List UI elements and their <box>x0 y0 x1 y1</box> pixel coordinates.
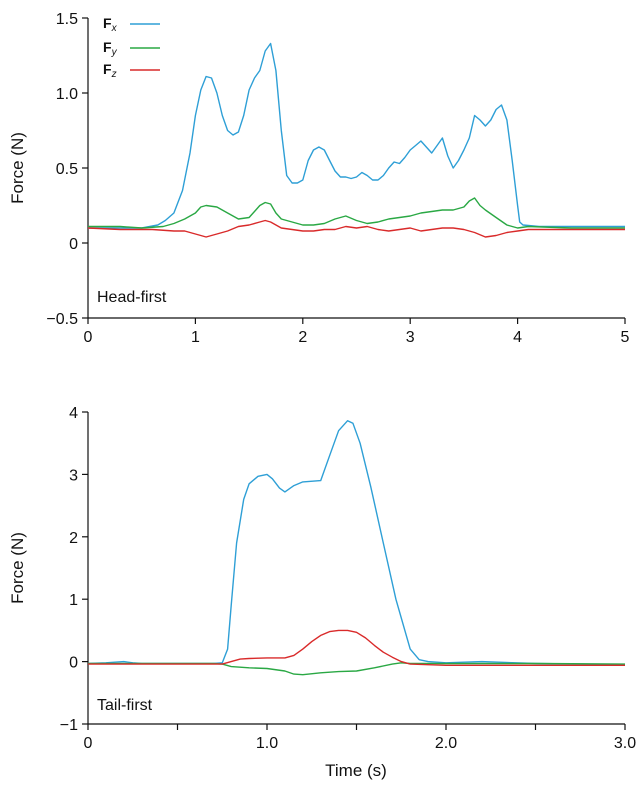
x-tick-label: 0 <box>84 735 93 752</box>
series-line-fz <box>87 219 625 238</box>
y-tick-label: 4 <box>69 405 78 422</box>
series-line-fz <box>88 629 625 666</box>
y-tick-label: 2 <box>69 530 78 547</box>
legend: Fx Fy Fz <box>103 15 160 80</box>
x-tick-label: 4 <box>513 329 522 346</box>
legend-label-fx: Fx <box>103 15 118 34</box>
y-axis-label: Force (N) <box>8 132 27 204</box>
series-line-fy <box>88 197 625 229</box>
series-layer <box>87 420 626 676</box>
y-tick-label: 0 <box>69 236 78 253</box>
x-tick-label: 0 <box>84 329 93 346</box>
series-line-fx <box>87 420 626 666</box>
x-ticks: 0 1.0 2.0 3.0 <box>84 724 636 752</box>
y-axis-label: Force (N) <box>8 532 27 604</box>
x-tick-label: 3.0 <box>614 735 636 752</box>
series-line-fx <box>88 42 625 229</box>
y-tick-label: 1.0 <box>56 86 78 103</box>
head-first-panel: 0 1 2 3 4 5 −0.5 0 0.5 1.0 1.5 Force (N) Head-fir… <box>8 11 630 346</box>
x-tick-label: 2.0 <box>435 735 457 752</box>
legend-item-fx: Fx <box>103 15 160 34</box>
y-ticks: −0.5 0 0.5 1.0 1.5 <box>46 11 88 328</box>
panel-label: Head-first <box>97 289 167 306</box>
x-tick-label: 1 <box>191 329 200 346</box>
y-tick-label: −1 <box>60 717 78 734</box>
y-tick-label: 1.5 <box>56 11 78 28</box>
legend-item-fy: Fy <box>103 39 160 58</box>
tail-first-panel: 0 1.0 2.0 3.0 −1 0 1 2 3 4 Force (N) Time (s) Ta… <box>8 405 636 780</box>
legend-label-fz: Fz <box>103 61 117 80</box>
y-tick-label: 3 <box>69 467 78 484</box>
y-ticks: −1 0 1 2 3 4 <box>60 405 88 734</box>
panel-label: Tail-first <box>97 697 153 714</box>
x-axis-label: Time (s) <box>325 761 387 780</box>
y-tick-label: −0.5 <box>46 311 78 328</box>
legend-label-fy: Fy <box>103 39 118 58</box>
series-layer <box>87 42 625 238</box>
x-tick-label: 1.0 <box>256 735 278 752</box>
y-tick-label: 1 <box>69 592 78 609</box>
y-tick-label: 0 <box>69 655 78 672</box>
x-ticks: 0 1 2 3 4 5 <box>84 318 630 346</box>
y-tick-label: 0.5 <box>56 161 78 178</box>
x-tick-label: 2 <box>298 329 307 346</box>
legend-item-fz: Fz <box>103 61 160 80</box>
x-tick-label: 3 <box>406 329 415 346</box>
x-tick-label: 5 <box>621 329 630 346</box>
